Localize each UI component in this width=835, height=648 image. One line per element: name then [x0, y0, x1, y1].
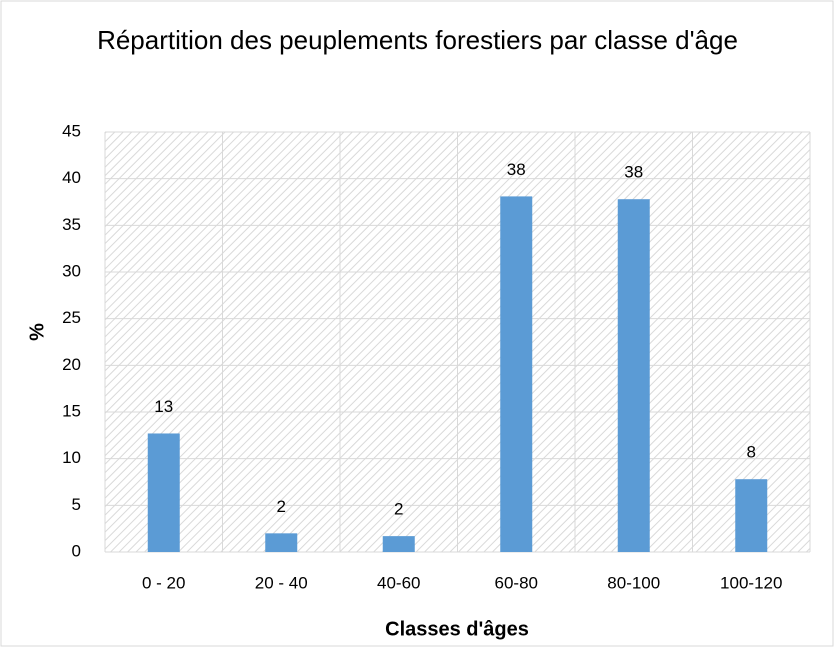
- bar: [500, 196, 533, 552]
- data-label: 38: [507, 160, 526, 179]
- y-axis-label: %: [26, 323, 48, 341]
- data-label: 13: [154, 397, 173, 416]
- x-tick-label: 0 - 20: [142, 573, 185, 592]
- data-label: 8: [747, 443, 756, 462]
- x-tick-label: 80-100: [607, 573, 660, 592]
- y-tick-label: 45: [62, 121, 81, 140]
- y-tick-label: 25: [62, 308, 81, 327]
- y-tick-label: 10: [62, 448, 81, 467]
- x-tick-label: 100-120: [720, 573, 782, 592]
- bar: [382, 536, 415, 552]
- x-axis-label: Classes d'âges: [385, 618, 529, 640]
- data-label: 2: [394, 500, 403, 519]
- y-tick-label: 15: [62, 401, 81, 420]
- x-tick-label: 40-60: [377, 573, 420, 592]
- y-tick-label: 0: [72, 541, 81, 560]
- bar: [735, 479, 768, 552]
- bar: [265, 533, 298, 552]
- x-tick-label: 60-80: [495, 573, 538, 592]
- y-tick-label: 5: [72, 495, 81, 514]
- y-tick-label: 35: [62, 215, 81, 234]
- x-tick-label: 20 - 40: [255, 573, 308, 592]
- bar: [617, 199, 650, 552]
- y-tick-label: 30: [62, 261, 81, 280]
- y-tick-label: 40: [62, 168, 81, 187]
- data-label: 2: [277, 497, 286, 516]
- bar: [147, 433, 180, 552]
- chart-title: Répartition des peuplements forestiers p…: [97, 25, 738, 55]
- data-label: 38: [624, 163, 643, 182]
- y-tick-label: 20: [62, 355, 81, 374]
